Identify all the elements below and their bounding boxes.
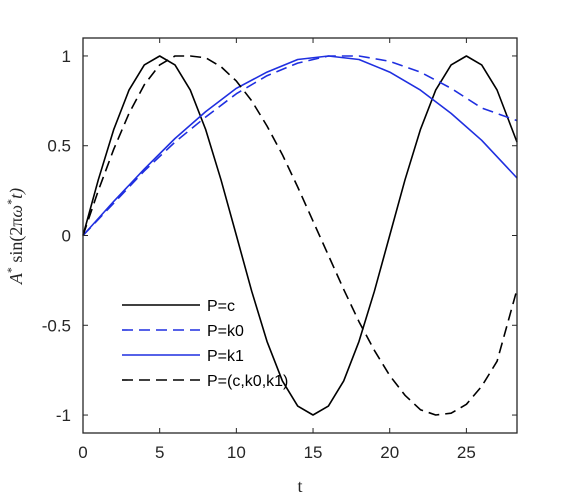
y-tick-label: 1 [62,47,71,66]
legend-label-1: P=c [207,298,235,315]
y-axis-label-star1: * [4,267,18,273]
y-axis-label-star2: * [4,199,18,205]
x-tick-label: 20 [380,443,399,462]
x-tick-label: 5 [155,443,164,462]
y-tick-label: -0.5 [42,316,71,335]
legend-label-4: P=(c,k0,k1) [207,373,288,390]
y-axis-label-omega: ω [6,205,26,218]
y-tick-label: 0.5 [47,137,71,156]
series-line-2 [82,55,518,237]
plot-background [83,38,517,433]
x-axis-label: t [297,476,302,496]
y-axis-label-t: t) [6,188,27,199]
y-tick-label: -1 [56,406,71,425]
legend: P=c P=k0 P=k1 P=(c,k0,k1) [122,298,288,390]
ticks-layer: 0 5 10 15 20 25 -1 -0.5 0 0.5 1 [42,38,517,462]
y-axis-label: A* sin(2πω*t) [4,188,27,285]
series-line-1 [82,55,518,416]
y-axis-label-sin: sin(2π [6,218,27,268]
legend-label-2: P=k0 [207,323,244,340]
x-tick-label: 25 [457,443,476,462]
y-axis-label-a: A [6,272,26,285]
y-tick-label: 0 [62,227,71,246]
series-line-4 [82,55,518,416]
x-tick-label: 10 [227,443,246,462]
series-layer [82,55,518,416]
x-tick-label: 0 [78,443,87,462]
x-tick-label: 15 [304,443,323,462]
series-line-3 [82,55,518,237]
legend-label-3: P=k1 [207,348,244,365]
